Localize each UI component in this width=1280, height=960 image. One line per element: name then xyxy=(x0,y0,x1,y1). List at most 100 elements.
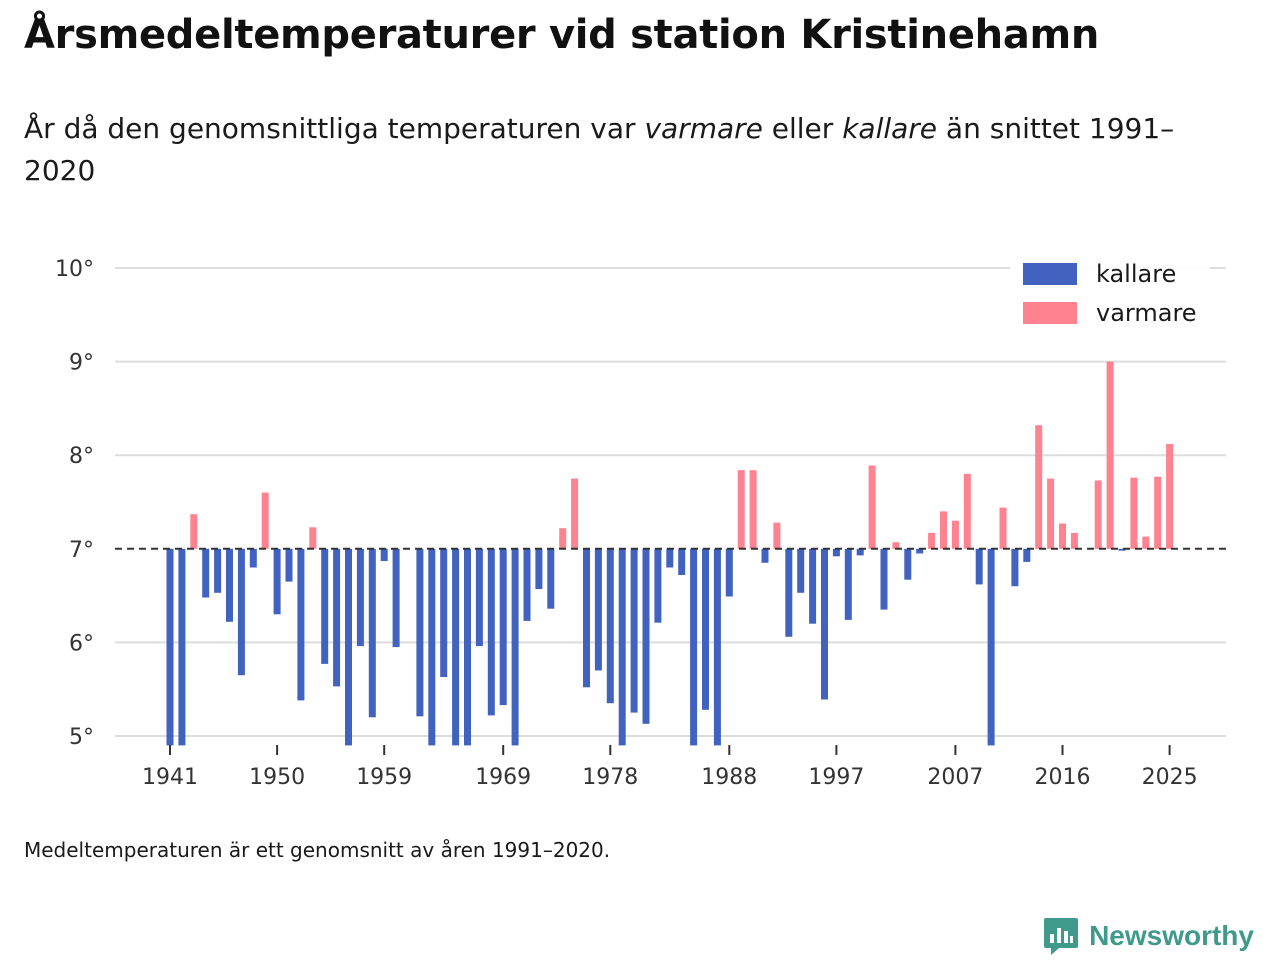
bar-2004 xyxy=(916,548,924,554)
y-tick-label: 9° xyxy=(69,351,94,376)
bar-1987 xyxy=(713,548,721,746)
bar-2002 xyxy=(892,542,900,549)
x-tick-label: 2025 xyxy=(1142,765,1198,790)
bar-1964 xyxy=(440,548,448,677)
x-tick-label: 2016 xyxy=(1035,765,1091,790)
bar-1981 xyxy=(642,548,650,724)
subtitle-part2: eller xyxy=(762,112,843,145)
bar-1943 xyxy=(190,514,198,549)
bar-1999 xyxy=(856,548,864,556)
bar-1963 xyxy=(428,548,436,746)
newsworthy-logo-icon xyxy=(1044,918,1079,955)
x-tick-label: 1988 xyxy=(701,765,757,790)
brand-logo: Newsworthy xyxy=(1043,916,1254,956)
bar-1990 xyxy=(749,470,757,549)
bar-1951 xyxy=(285,548,293,582)
bar-1989 xyxy=(737,470,745,549)
bar-1978 xyxy=(606,548,614,704)
bar-1998 xyxy=(844,548,852,620)
bar-1970 xyxy=(511,548,519,746)
bar-2021 xyxy=(1118,548,1126,551)
legend-label-cold: kallare xyxy=(1096,260,1176,288)
footnote: Medeltemperaturen är ett genomsnitt av å… xyxy=(24,838,611,862)
bar-1980 xyxy=(630,548,638,713)
bar-1982 xyxy=(654,548,662,623)
bar-1974 xyxy=(559,528,567,549)
bar-1996 xyxy=(821,548,828,700)
bar-1967 xyxy=(475,548,483,647)
bar-1953 xyxy=(309,527,317,549)
bar-2010 xyxy=(987,548,995,746)
x-tick-label: 1941 xyxy=(142,765,198,790)
subtitle-part1: År då den genomsnittliga temperaturen va… xyxy=(24,112,645,145)
bars xyxy=(166,361,1174,746)
bar-2016 xyxy=(1059,523,1066,549)
bar-1977 xyxy=(594,548,602,671)
bar-2001 xyxy=(880,548,888,610)
bar-1971 xyxy=(523,548,531,621)
x-tick-label: 1969 xyxy=(475,765,531,790)
bar-1992 xyxy=(773,522,781,549)
bar-1948 xyxy=(249,548,257,568)
bar-1973 xyxy=(547,548,555,609)
bar-1979 xyxy=(618,548,626,746)
bar-1962 xyxy=(416,548,424,717)
bar-2007 xyxy=(951,520,959,549)
legend: kallare varmare xyxy=(1010,255,1210,335)
bar-1968 xyxy=(487,548,495,716)
chart-title: Årsmedeltemperaturer vid station Kristin… xyxy=(24,12,1100,58)
bar-1986 xyxy=(702,548,709,710)
bar-2015 xyxy=(1047,478,1055,549)
subtitle-warm-word: varmare xyxy=(644,112,763,145)
bar-1988 xyxy=(725,548,733,597)
bar-2006 xyxy=(940,511,947,549)
bar-1965 xyxy=(452,548,460,746)
x-tick-label: 2007 xyxy=(927,765,983,790)
bar-2009 xyxy=(975,548,983,585)
bar-2019 xyxy=(1094,480,1102,549)
bar-2005 xyxy=(928,532,936,549)
bar-2012 xyxy=(1011,548,1019,587)
chart-subtitle: År då den genomsnittliga temperaturen va… xyxy=(24,108,1204,192)
bar-1959 xyxy=(380,548,388,561)
bar-1944 xyxy=(202,548,210,598)
brand-name: Newsworthy xyxy=(1089,920,1254,951)
bar-1947 xyxy=(237,548,245,676)
bar-1983 xyxy=(666,548,674,568)
bar-1949 xyxy=(261,492,269,549)
bar-1976 xyxy=(583,548,590,688)
bar-1955 xyxy=(333,548,341,687)
bar-2014 xyxy=(1035,425,1043,549)
bar-2000 xyxy=(868,465,876,549)
bar-1946 xyxy=(226,548,233,622)
bar-1960 xyxy=(392,548,400,648)
bar-1984 xyxy=(678,548,686,575)
bar-2024 xyxy=(1154,476,1162,549)
bar-1969 xyxy=(499,548,507,706)
legend-label-warm: varmare xyxy=(1096,299,1197,327)
bar-1972 xyxy=(535,548,543,589)
bar-2022 xyxy=(1130,477,1138,549)
subtitle-part3: än snittet 1991–2020 xyxy=(24,112,1175,187)
bar-1950 xyxy=(273,548,281,615)
bar-1993 xyxy=(785,548,793,637)
legend-swatch-warm xyxy=(1023,302,1077,324)
bar-1994 xyxy=(797,548,805,593)
bar-1945 xyxy=(214,548,222,593)
bar-1966 xyxy=(464,548,471,746)
y-tick-label: 5° xyxy=(69,725,94,750)
bar-2017 xyxy=(1070,532,1078,549)
bar-1952 xyxy=(297,548,305,701)
temperature-bar-chart: 5° 6° 7° 8° 9° 10° 1941 1950 1959 1969 1978 1988 199… xyxy=(55,255,1226,790)
y-tick-label: 10° xyxy=(55,257,94,282)
bar-1957 xyxy=(356,548,364,647)
y-tick-label: 8° xyxy=(69,444,94,469)
bar-2023 xyxy=(1142,536,1150,549)
bar-1941 xyxy=(166,548,174,746)
y-tick-label: 6° xyxy=(69,631,94,656)
bar-1958 xyxy=(368,548,376,718)
bar-1991 xyxy=(761,548,769,563)
bar-2008 xyxy=(963,473,971,549)
bar-2013 xyxy=(1023,548,1031,562)
x-tick-label: 1997 xyxy=(808,765,864,790)
